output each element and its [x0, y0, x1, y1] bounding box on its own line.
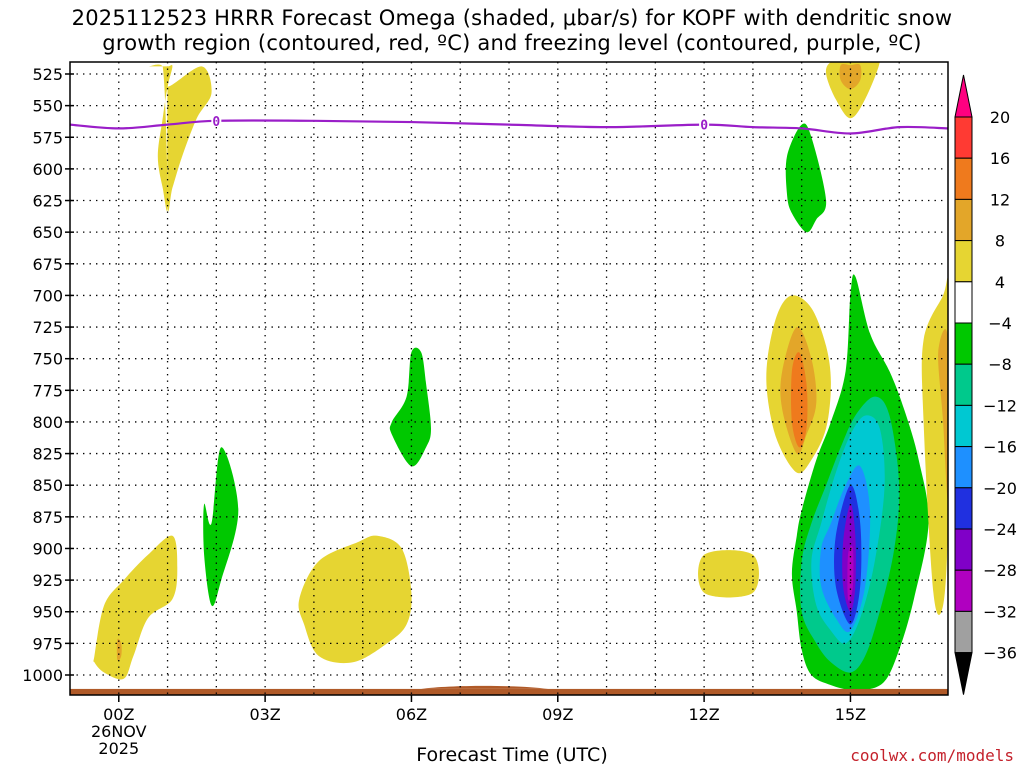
freezing-label-bg-1 [699, 117, 710, 131]
x-axis-label: Forecast Time (UTC) [416, 744, 608, 766]
ground-strip [70, 688, 948, 695]
colorbar-segment-9 [954, 487, 973, 530]
x-tick-label-09Z: 09Z [542, 705, 573, 724]
plot-frame [69, 61, 949, 696]
y-tick-label-850: 850 [32, 476, 63, 495]
omega-region-22 [938, 329, 948, 500]
colorbar-label-11: −28 [983, 561, 1017, 580]
colorbar-label-13: −36 [983, 644, 1017, 663]
ground-bump [421, 685, 549, 689]
omega-region-9 [825, 62, 880, 119]
title-line-2: growth region (contoured, red, ºC) and f… [102, 31, 922, 55]
gridlines [70, 62, 948, 695]
y-tick-label-775: 775 [32, 381, 63, 400]
colorbar-segment-1 [954, 157, 973, 200]
colorbar-segment-8 [954, 446, 973, 489]
x-tick-label-00Z: 00Z [103, 705, 134, 724]
y-tick-label-550: 550 [32, 97, 63, 116]
ground-layer [70, 685, 948, 695]
colorbar-bottom-arrow [954, 652, 973, 695]
colorbar-segment-4 [954, 281, 973, 324]
omega-region-5 [389, 347, 431, 467]
x-tick-label-12Z: 12Z [688, 705, 719, 724]
omega-region-4 [203, 447, 239, 607]
colorbar-segment-0 [954, 116, 973, 159]
colorbar-label-12: −32 [983, 602, 1017, 621]
y-tick-label-600: 600 [32, 160, 63, 179]
omega-region-8 [785, 123, 827, 233]
omega-region-0 [165, 65, 212, 212]
omega-region-10 [839, 63, 862, 90]
site-credit: coolwx.com/models [850, 746, 1014, 765]
y-tick-label-675: 675 [32, 255, 63, 274]
x-tick-label-03Z: 03Z [249, 705, 280, 724]
colorbar-top-arrow [954, 74, 973, 118]
omega-region-20 [847, 545, 854, 601]
colorbar-segment-3 [954, 240, 973, 283]
colorbar-label-8: −16 [983, 438, 1017, 457]
colorbar-segment-5 [954, 322, 973, 365]
title-line-1: 2025112523 HRRR Forecast Omega (shaded, … [71, 6, 953, 30]
y-tick-label-975: 975 [32, 634, 63, 653]
y-tick-label-800: 800 [32, 413, 63, 432]
y-tick-label-700: 700 [32, 286, 63, 305]
y-tick-label-625: 625 [32, 192, 63, 211]
colorbar-label-5: −4 [988, 314, 1012, 333]
omega-region-3 [116, 638, 122, 661]
omega-region-7 [698, 550, 759, 598]
y-tick-label-925: 925 [32, 571, 63, 590]
colorbar-segment-12 [954, 610, 973, 654]
omega-region-1 [93, 64, 173, 212]
colorbar-label-0: 20 [990, 108, 1010, 127]
y-tick-label-750: 750 [32, 350, 63, 369]
y-tick-label-650: 650 [32, 223, 63, 242]
chart-title: 2025112523 HRRR Forecast Omega (shaded, … [0, 6, 1024, 56]
freezing-label-bg-0 [211, 113, 222, 127]
y-tick-label-575: 575 [32, 128, 63, 147]
y-tick-label-1000: 1000 [22, 666, 63, 685]
colorbar-label-2: 12 [990, 190, 1010, 209]
omega-region-13 [791, 352, 808, 448]
y-tick-label-725: 725 [32, 318, 63, 337]
omega-region-6 [298, 535, 412, 664]
omega-shaded-regions [93, 62, 948, 692]
colorbar-label-4: 4 [995, 273, 1005, 292]
freezing-level-line [69, 119, 949, 135]
freezing-level-label-0: 0 [212, 115, 220, 130]
colorbar: 20 16 12 8 4 −4 −8 −12 −16 −20 −24 −28 −32 −36 [954, 74, 1017, 695]
y-tick-label-825: 825 [32, 445, 63, 464]
colorbar-label-7: −12 [983, 396, 1017, 415]
colorbar-label-1: 16 [990, 149, 1010, 168]
y-tick-label-900: 900 [32, 539, 63, 558]
freezing-level-label-1: 0 [700, 119, 708, 134]
colorbar-label-9: −20 [983, 479, 1017, 498]
y-tick-label-525: 525 [32, 65, 63, 84]
x-tick-label-06Z: 06Z [396, 705, 427, 724]
omega-region-2 [93, 535, 178, 680]
colorbar-segment-7 [954, 404, 973, 448]
y-tick-label-950: 950 [32, 603, 63, 622]
x-tick-label-15Z: 15Z [835, 705, 866, 724]
colorbar-segment-11 [954, 569, 973, 612]
x-date-line-1: 2025 [98, 739, 139, 758]
colorbar-label-3: 8 [995, 232, 1005, 251]
colorbar-segment-6 [954, 363, 973, 406]
colorbar-label-10: −24 [983, 520, 1017, 539]
y-tick-label-875: 875 [32, 508, 63, 527]
axes: 525 550 575 600 625 650 675 700 725 750 775 800 825 8… [22, 61, 949, 758]
colorbar-segment-10 [954, 528, 973, 571]
x-date-line-0: 26NOV [91, 722, 147, 741]
colorbar-label-6: −8 [988, 355, 1012, 374]
colorbar-segment-2 [954, 198, 973, 242]
